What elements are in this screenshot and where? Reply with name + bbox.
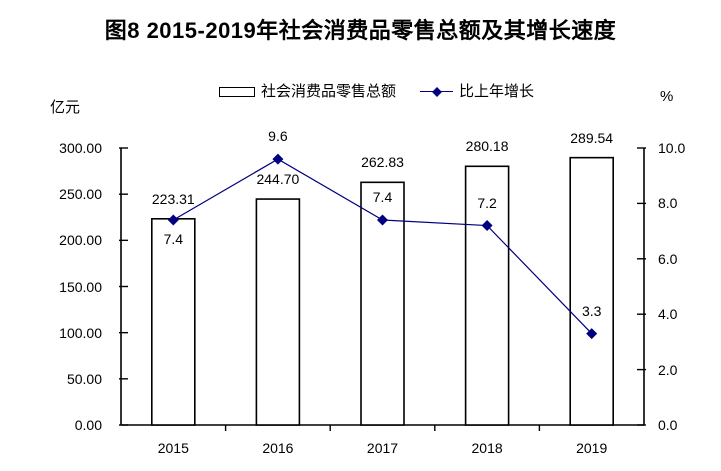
right-axis-tick-label: 10.0 — [658, 140, 686, 156]
line-value-label: 7.4 — [163, 231, 184, 248]
legend-label-bar: 社会消费品零售总额 — [261, 83, 397, 100]
bar — [151, 218, 196, 426]
left-axis-tick-label: 250.00 — [59, 186, 102, 203]
left-axis-unit: 亿元 — [50, 99, 81, 116]
line-value-label: 7.4 — [372, 189, 393, 206]
bar — [255, 198, 301, 426]
bar-swatch-icon — [219, 86, 255, 97]
left-axis-tick-label: 50.00 — [66, 370, 102, 387]
right-axis-tick-label: 8.0 — [658, 195, 678, 212]
diamond-marker — [586, 328, 598, 340]
line-value-label: 7.2 — [477, 194, 497, 211]
bar — [569, 156, 615, 426]
legend-label-line: 比上年增长 — [459, 83, 535, 100]
left-axis-tick-label: 0.00 — [74, 417, 102, 433]
left-axis-tick-label: 100.00 — [59, 324, 102, 341]
diamond-marker — [272, 153, 284, 165]
left-axis-tick-label: 200.00 — [59, 232, 102, 249]
legend-item-line: 比上年增长 — [420, 84, 534, 99]
x-axis-category-label: 2019 — [576, 440, 608, 456]
chart-title: 图8 2015-2019年社会消费品零售总额及其增长速度 — [104, 18, 617, 43]
x-axis-category-label: 2018 — [471, 440, 503, 456]
legend-item-bar: 社会消费品零售总额 — [219, 84, 396, 99]
bar-value-label: 223.31 — [151, 190, 195, 207]
left-axis-tick-label: 150.00 — [59, 278, 102, 295]
x-axis-category-label: 2015 — [157, 440, 189, 456]
diamond-marker — [481, 220, 493, 232]
bar-value-label: 280.18 — [465, 138, 509, 155]
right-axis-tick-label: 0.0 — [658, 417, 678, 433]
bar-value-label: 289.54 — [570, 129, 614, 146]
left-axis-tick-label: 300.00 — [59, 140, 102, 156]
bar-value-label: 244.70 — [256, 171, 300, 188]
line-value-label: 3.3 — [581, 302, 602, 319]
bar-value-label: 262.83 — [361, 154, 404, 171]
legend: 社会消费品零售总额 比上年增长 — [219, 84, 534, 99]
right-axis-tick-label: 4.0 — [658, 306, 678, 323]
right-axis-tick-label: 6.0 — [658, 250, 678, 267]
diamond-marker — [377, 214, 388, 226]
bar — [464, 165, 510, 426]
x-axis-category-label: 2016 — [262, 440, 294, 456]
line-diamond-swatch-icon — [420, 86, 454, 98]
right-axis-unit: % — [660, 88, 674, 105]
right-axis-tick-label: 2.0 — [658, 361, 678, 378]
diamond-marker — [167, 214, 179, 226]
line-value-label: 9.6 — [268, 128, 288, 145]
x-axis-category-label: 2017 — [366, 440, 399, 456]
